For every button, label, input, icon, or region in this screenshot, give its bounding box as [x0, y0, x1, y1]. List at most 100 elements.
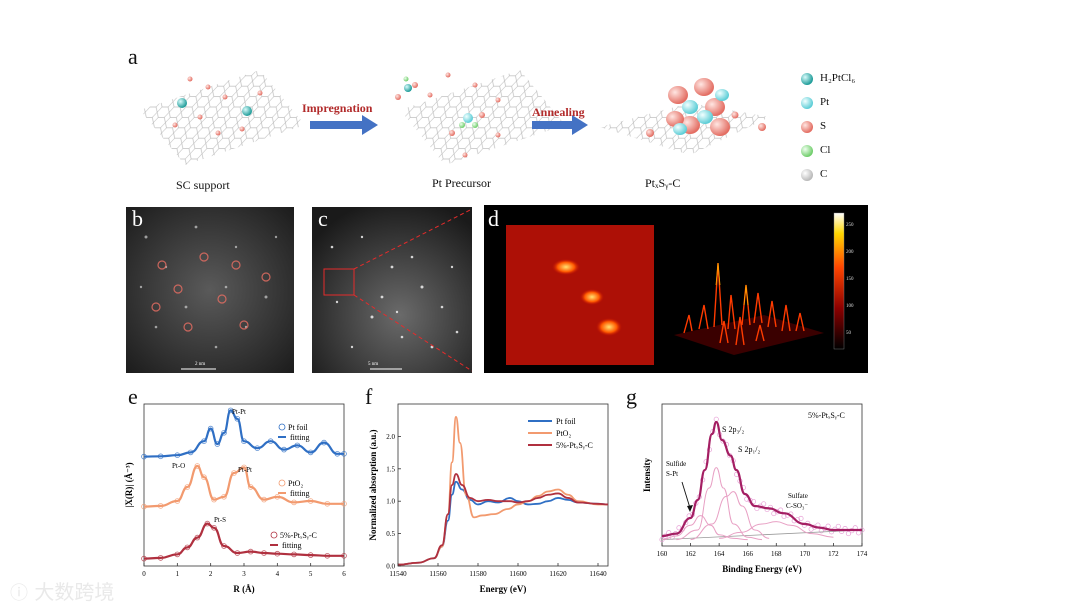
- legend-c: C: [820, 168, 828, 180]
- data-point: [341, 553, 347, 559]
- legend-label: Pt foil: [288, 423, 309, 432]
- haadf-image-c: [312, 207, 472, 373]
- data-point: [204, 520, 211, 527]
- data-point: [261, 550, 267, 556]
- data-point: [194, 534, 201, 541]
- series-line: [690, 491, 770, 541]
- data-point: [194, 463, 201, 469]
- data-point: [254, 445, 261, 451]
- peak-annotation: Pt-O: [172, 462, 185, 470]
- colorbar-tick: 200: [846, 250, 854, 255]
- pt-precursor-sheet: [395, 70, 565, 165]
- data-point: [291, 499, 297, 506]
- x-axis-label: Binding Energy (eV): [722, 564, 802, 574]
- legend-marker: [270, 531, 278, 539]
- plot-frame: [661, 403, 863, 547]
- x-tick-label: 172: [828, 550, 839, 558]
- data-point: [761, 501, 767, 507]
- series-line: [143, 464, 344, 508]
- data-point: [141, 555, 147, 562]
- y-tick-label: 0.0: [386, 563, 395, 571]
- data-point: [341, 450, 347, 457]
- y-axis-label: Normalized absorption (a.u.): [368, 430, 378, 541]
- x-tick-label: 0: [142, 570, 146, 578]
- series-line: [143, 409, 344, 458]
- sc-support-sheet: [140, 70, 305, 165]
- peak-annotation: S-Pt: [666, 470, 678, 478]
- legend-s: S: [820, 120, 827, 132]
- legend-fit-label: fitting: [290, 489, 310, 498]
- data-point: [174, 498, 181, 504]
- data-point: [720, 438, 726, 444]
- series-line: [719, 521, 834, 539]
- legend-label: PtO₂: [556, 429, 571, 438]
- data-point: [713, 416, 719, 422]
- panel-a-letter: a: [128, 44, 138, 69]
- panel-e-letter: e: [128, 384, 138, 409]
- data-point: [274, 550, 281, 557]
- series-line: [661, 515, 748, 541]
- x-axis-label: Energy (eV): [480, 584, 527, 594]
- y-axis-label: Intensity: [642, 458, 652, 493]
- colorbar-tick: 100: [846, 304, 854, 309]
- impregnation-arrow: [310, 115, 378, 135]
- x-tick-label: 160: [657, 550, 668, 558]
- x-tick-label: 174: [857, 550, 868, 558]
- plot-frame: [397, 403, 609, 567]
- annealing-arrow: [532, 115, 588, 135]
- series-line: [397, 480, 609, 566]
- colorbar-tick: 150: [846, 277, 854, 282]
- x-tick-label: 166: [742, 550, 753, 558]
- haadf-image-b: [126, 207, 294, 373]
- x-tick-label: 11640: [589, 570, 607, 578]
- data-point: [207, 425, 214, 432]
- data-point: [234, 550, 241, 556]
- data-point: [201, 474, 207, 480]
- impregnation-label: Impregnation: [302, 101, 373, 115]
- y-axis-label: |X(R)| (Å⁻³): [124, 462, 134, 507]
- data-point: [157, 503, 164, 509]
- x-tick-label: 3: [242, 570, 246, 578]
- panel-b-letter: b: [132, 206, 143, 231]
- data-point: [334, 450, 341, 457]
- legend-label: 5%-PtₓSᵧ-C: [556, 441, 593, 450]
- x-tick-label: 11620: [549, 570, 567, 578]
- data-point: [221, 543, 227, 549]
- data-point: [341, 501, 347, 507]
- peak-annotation: S 2p₁/₂: [738, 445, 760, 454]
- data-point: [174, 452, 181, 458]
- legend-h2ptcl6: H₂PtCl₆: [820, 72, 856, 84]
- x-tick-label: 164: [714, 550, 725, 558]
- data-point: [227, 407, 234, 414]
- data-point: [234, 415, 241, 422]
- x-tick-label: 11580: [469, 570, 487, 578]
- x-axis-label: R (Å): [233, 584, 254, 594]
- x-tick-label: 162: [685, 550, 696, 558]
- peak-annotation: Sulfide: [666, 460, 686, 468]
- plot-frame: [143, 403, 345, 567]
- ptxsy-c-sheet: [600, 78, 770, 155]
- data-point: [294, 442, 301, 449]
- annotation-arrow: [681, 481, 691, 509]
- data-point: [835, 523, 841, 529]
- peak-annotation: Sulfate: [788, 492, 808, 500]
- series-line: [676, 467, 763, 541]
- chart-g-xps: 160 162 164 166 168 170 172 174 Binding Energy (…: [642, 403, 868, 574]
- x-tick-label: 2: [209, 570, 213, 578]
- peak-annotation: C-SO₃⁻: [786, 502, 808, 510]
- data-point: [241, 464, 247, 471]
- peak-annotation: Pt-Pt: [238, 466, 252, 474]
- data-point: [261, 496, 267, 503]
- data-point: [291, 551, 297, 558]
- data-point: [247, 548, 254, 555]
- eels-map-panel-d: [484, 205, 868, 373]
- data-point: [281, 446, 287, 453]
- annotation-arrowhead: [687, 505, 693, 512]
- legend-cl: Cl: [820, 144, 831, 156]
- legend-label: Pt foil: [556, 417, 577, 426]
- legend-label: PtO₂: [288, 479, 303, 488]
- x-tick-label: 168: [771, 550, 782, 558]
- scalebar-c-label: 5 nm: [368, 362, 379, 367]
- data-point: [184, 484, 191, 490]
- peak-annotation: Pt-S: [214, 516, 226, 524]
